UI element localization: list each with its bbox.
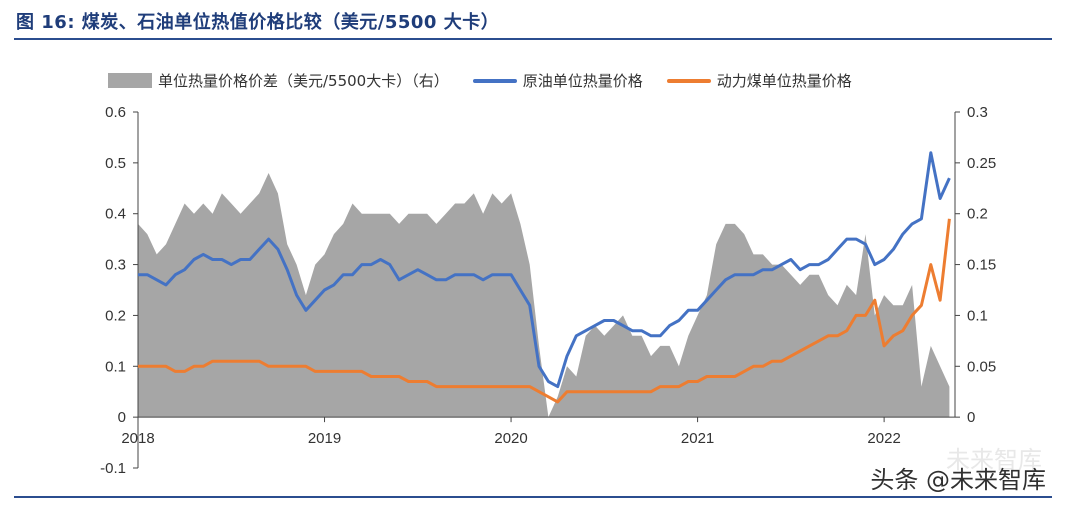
right-tick-label: 0.25	[967, 155, 996, 172]
x-tick-label: 2018	[121, 430, 154, 447]
right-tick-label: 0.05	[967, 358, 996, 375]
left-tick-label: 0.2	[105, 307, 126, 324]
legend-swatch-oil	[472, 78, 517, 83]
legend-item-spread: 单位热量价格价差（美元/5500大卡）（右）	[108, 70, 449, 91]
left-tick-label: 0	[118, 409, 126, 426]
right-tick-label: 0	[967, 409, 975, 426]
watermark-back: 未来智库	[946, 446, 1042, 474]
legend-label-coal: 动力煤单位热量价格	[716, 72, 852, 90]
line-series-coal	[138, 218, 951, 404]
left-tick-label: 0.1	[105, 358, 126, 375]
legend-item-oil: 原油单位热量价格	[472, 70, 643, 91]
right-tick-label: 0.3	[967, 104, 988, 121]
watermark-front: 头条 @未来智库	[870, 466, 1046, 494]
right-tick-label: 0.2	[967, 206, 988, 223]
chart-legend: 单位热量价格价差（美元/5500大卡）（右） 原油单位热量价格 动力煤单位热量价…	[108, 70, 876, 91]
area-series-spread	[138, 173, 950, 418]
legend-item-coal: 动力煤单位热量价格	[666, 70, 852, 91]
left-tick-label: 0.6	[105, 104, 126, 121]
right-tick-label: 0.15	[967, 257, 996, 274]
x-tick-label: 2019	[308, 430, 341, 447]
x-tick-label: 2022	[867, 430, 900, 447]
right-tick-label: 0.1	[967, 307, 988, 324]
left-tick-label: 0.5	[105, 155, 126, 172]
legend-label-spread: 单位热量价格价差（美元/5500大卡）（右）	[158, 72, 449, 90]
legend-swatch-coal	[666, 78, 711, 83]
left-tick-label: 0.3	[105, 257, 126, 274]
figure-title: 图 16: 煤炭、石油单位热值价格比较（美元/5500 大卡）	[16, 12, 500, 33]
x-tick-label: 2020	[494, 430, 527, 447]
line-series-oil	[138, 151, 951, 389]
legend-label-oil: 原油单位热量价格	[522, 72, 643, 90]
left-tick-label: 0.4	[105, 206, 126, 223]
footer-rule	[14, 496, 1052, 498]
x-tick-label: 2021	[681, 430, 714, 447]
left-tick-label: -0.1	[100, 460, 126, 477]
legend-swatch-spread	[108, 73, 152, 88]
title-underline	[14, 38, 1052, 40]
